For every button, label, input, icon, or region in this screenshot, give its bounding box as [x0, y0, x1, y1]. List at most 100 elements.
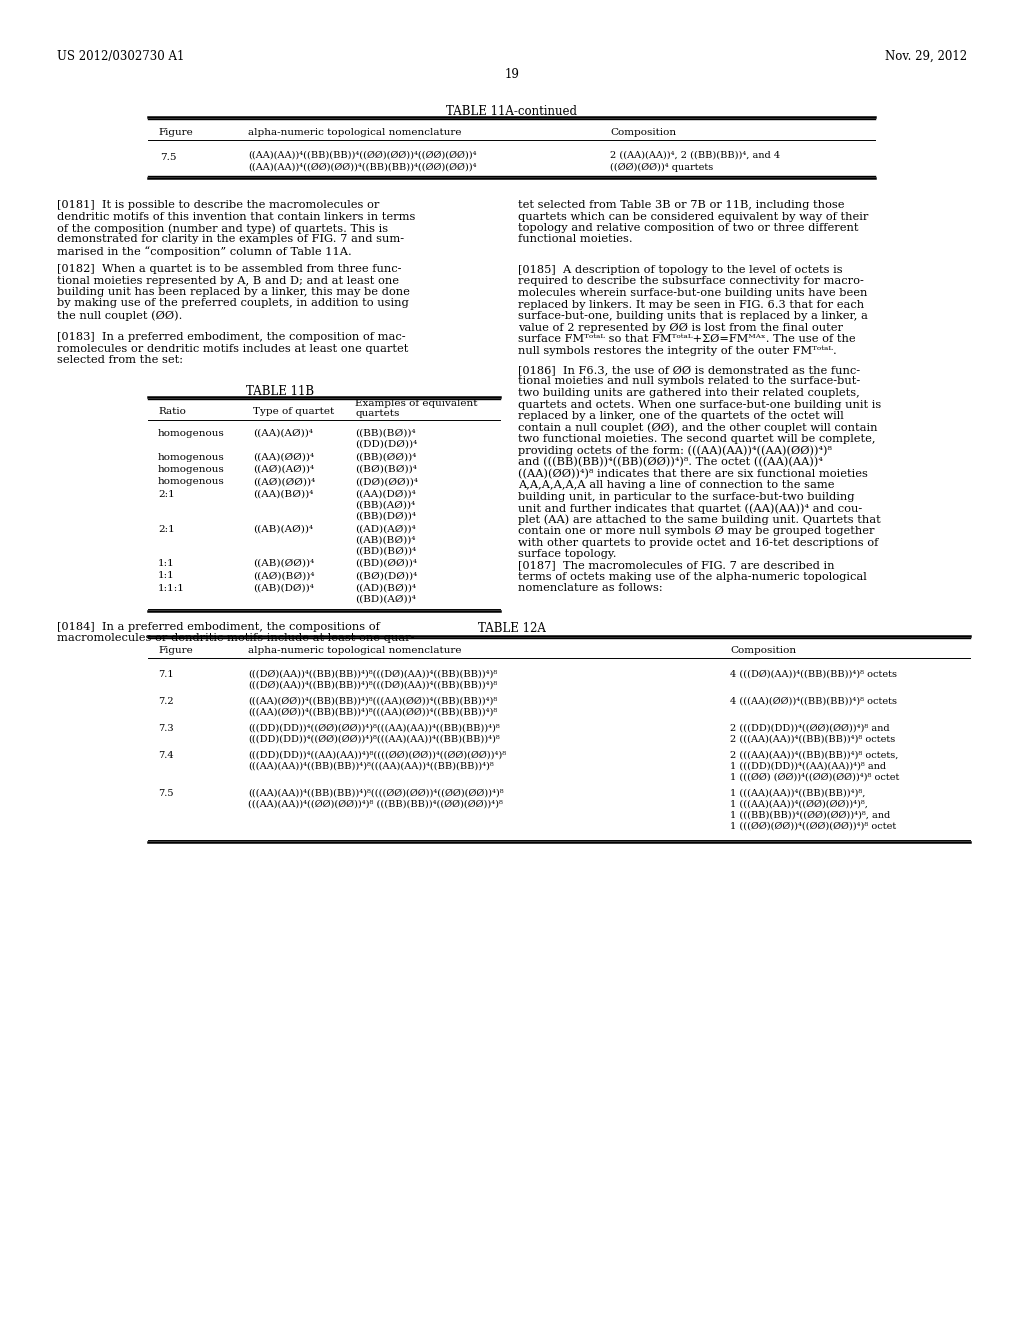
- Text: ((AA)(AA))⁴((ØØ)(ØØ))⁴((BB)(BB))⁴((ØØ)(ØØ))⁴: ((AA)(AA))⁴((ØØ)(ØØ))⁴((BB)(BB))⁴((ØØ)(Ø…: [248, 162, 476, 172]
- Text: tional moieties represented by A, B and D; and at least one: tional moieties represented by A, B and …: [57, 276, 399, 285]
- Text: ((AA)(AØ))⁴: ((AA)(AØ))⁴: [253, 429, 313, 438]
- Text: 1:1: 1:1: [158, 558, 175, 568]
- Text: 1 (((ØØ)(ØØ))⁴((ØØ)(ØØ))⁴)⁸ octet: 1 (((ØØ)(ØØ))⁴((ØØ)(ØØ))⁴)⁸ octet: [730, 822, 896, 832]
- Text: (((DD)(DD))⁴((AA)(AA))⁴)⁸((((ØØ)(ØØ))⁴((ØØ)(ØØ))⁴)⁸: (((DD)(DD))⁴((AA)(AA))⁴)⁸((((ØØ)(ØØ))⁴((…: [248, 751, 506, 760]
- Text: ((AD)(BØ))⁴: ((AD)(BØ))⁴: [355, 583, 416, 593]
- Text: molecules wherein surface-but-one building units have been: molecules wherein surface-but-one buildi…: [518, 288, 867, 298]
- Text: 2 ((AA)(AA))⁴, 2 ((BB)(BB))⁴, and 4: 2 ((AA)(AA))⁴, 2 ((BB)(BB))⁴, and 4: [610, 150, 780, 160]
- Text: 7.5: 7.5: [160, 153, 176, 162]
- Text: ((BD)(ØØ))⁴: ((BD)(ØØ))⁴: [355, 558, 417, 568]
- Text: 7.1: 7.1: [158, 671, 174, 678]
- Text: (((DD)(DD))⁴((ØØ)(ØØ))⁴)⁸(((AA)(AA))⁴((BB)(BB))⁴)⁸: (((DD)(DD))⁴((ØØ)(ØØ))⁴)⁸(((AA)(AA))⁴((B…: [248, 735, 500, 744]
- Text: ((BB)(ØØ))⁴: ((BB)(ØØ))⁴: [355, 453, 417, 462]
- Text: 2 (((AA)(AA))⁴((BB)(BB))⁴)⁸ octets,: 2 (((AA)(AA))⁴((BB)(BB))⁴)⁸ octets,: [730, 751, 898, 760]
- Text: surface FMᵀᵒᵗᵃᴸ so that FMᵀᵒᵗᵃᴸ+ΣØ=FMᴹᴬˣ. The use of the: surface FMᵀᵒᵗᵃᴸ so that FMᵀᵒᵗᵃᴸ+ΣØ=FMᴹᴬˣ…: [518, 334, 856, 345]
- Text: ((BB)(DØ))⁴: ((BB)(DØ))⁴: [355, 512, 416, 521]
- Text: 1 (((DD)(DD))⁴((AA)(AA))⁴)⁸ and: 1 (((DD)(DD))⁴((AA)(AA))⁴)⁸ and: [730, 762, 886, 771]
- Text: TABLE 12A: TABLE 12A: [478, 622, 546, 635]
- Text: ((AB)(DØ))⁴: ((AB)(DØ))⁴: [253, 583, 314, 593]
- Text: Nov. 29, 2012: Nov. 29, 2012: [885, 50, 967, 63]
- Text: US 2012/0302730 A1: US 2012/0302730 A1: [57, 50, 184, 63]
- Text: 1:1:1: 1:1:1: [158, 583, 185, 593]
- Text: ((DØ)(ØØ))⁴: ((DØ)(ØØ))⁴: [355, 478, 418, 487]
- Text: null symbols restores the integrity of the outer FMᵀᵒᵗᵃᴸ.: null symbols restores the integrity of t…: [518, 346, 837, 356]
- Text: ((AA)(BØ))⁴: ((AA)(BØ))⁴: [253, 490, 313, 499]
- Text: 2 (((AA)(AA))⁴((BB)(BB))⁴)⁸ octets: 2 (((AA)(AA))⁴((BB)(BB))⁴)⁸ octets: [730, 735, 895, 744]
- Text: [0183]  In a preferred embodiment, the composition of mac-: [0183] In a preferred embodiment, the co…: [57, 333, 406, 342]
- Text: (((AA)(AA))⁴((ØØ)(ØØ))⁴)⁸ (((BB)(BB))⁴((ØØ)(ØØ))⁴)⁸: (((AA)(AA))⁴((ØØ)(ØØ))⁴)⁸ (((BB)(BB))⁴((…: [248, 800, 503, 809]
- Text: 7.3: 7.3: [158, 723, 174, 733]
- Text: 1 (((AA)(AA))⁴((ØØ)(ØØ))⁴)⁸,: 1 (((AA)(AA))⁴((ØØ)(ØØ))⁴)⁸,: [730, 800, 868, 809]
- Text: (((DØ)(AA))⁴((BB)(BB))⁴)⁸(((DØ)(AA))⁴((BB)(BB))⁴)⁸: (((DØ)(AA))⁴((BB)(BB))⁴)⁸(((DØ)(AA))⁴((B…: [248, 681, 498, 690]
- Text: 7.5: 7.5: [158, 789, 173, 799]
- Text: surface topology.: surface topology.: [518, 549, 616, 558]
- Text: ((AØ)(ØØ))⁴: ((AØ)(ØØ))⁴: [253, 478, 315, 487]
- Text: of the composition (number and type) of quartets. This is: of the composition (number and type) of …: [57, 223, 388, 234]
- Text: Ratio: Ratio: [158, 407, 186, 416]
- Text: 4 (((DØ)(AA))⁴((BB)(BB))⁴)⁸ octets: 4 (((DØ)(AA))⁴((BB)(BB))⁴)⁸ octets: [730, 671, 897, 678]
- Text: 7.2: 7.2: [158, 697, 174, 706]
- Text: (((DØ)(AA))⁴((BB)(BB))⁴)⁸(((DØ)(AA))⁴((BB)(BB))⁴)⁸: (((DØ)(AA))⁴((BB)(BB))⁴)⁸(((DØ)(AA))⁴((B…: [248, 671, 498, 678]
- Text: 2:1: 2:1: [158, 490, 175, 499]
- Text: ((AA)(ØØ))⁴)⁸ indicates that there are six functional moieties: ((AA)(ØØ))⁴)⁸ indicates that there are s…: [518, 469, 868, 479]
- Text: selected from the set:: selected from the set:: [57, 355, 183, 366]
- Text: Figure: Figure: [158, 645, 193, 655]
- Text: ((BØ)(DØ))⁴: ((BØ)(DØ))⁴: [355, 572, 417, 581]
- Text: homogenous: homogenous: [158, 478, 224, 487]
- Text: building unit has been replaced by a linker, this may be done: building unit has been replaced by a lin…: [57, 286, 410, 297]
- Text: ((AB)(ØØ))⁴: ((AB)(ØØ))⁴: [253, 558, 314, 568]
- Text: [0181]  It is possible to describe the macromolecules or: [0181] It is possible to describe the ma…: [57, 201, 379, 210]
- Text: (((DD)(DD))⁴((ØØ)(ØØ))⁴)⁸(((AA)(AA))⁴((BB)(BB))⁴)⁸: (((DD)(DD))⁴((ØØ)(ØØ))⁴)⁸(((AA)(AA))⁴((B…: [248, 723, 500, 733]
- Text: TABLE 11B: TABLE 11B: [246, 385, 314, 399]
- Text: (((AA)(AA))⁴((BB)(BB))⁴)⁸(((AA)(AA))⁴((BB)(BB))⁴)⁸: (((AA)(AA))⁴((BB)(BB))⁴)⁸(((AA)(AA))⁴((B…: [248, 762, 494, 771]
- Text: ((BB)(AØ))⁴: ((BB)(AØ))⁴: [355, 502, 416, 510]
- Text: ((DD)(DØ))⁴: ((DD)(DØ))⁴: [355, 440, 417, 449]
- Text: with other quartets to provide octet and 16-tet descriptions of: with other quartets to provide octet and…: [518, 537, 879, 548]
- Text: 2:1: 2:1: [158, 524, 175, 533]
- Text: 1 (((AA)(AA))⁴((BB)(BB))⁴)⁸,: 1 (((AA)(AA))⁴((BB)(BB))⁴)⁸,: [730, 789, 865, 799]
- Text: ((AØ)(BØ))⁴: ((AØ)(BØ))⁴: [253, 572, 314, 581]
- Text: (((AA)(ØØ))⁴((BB)(BB))⁴)⁸(((AA)(ØØ))⁴((BB)(BB))⁴)⁸: (((AA)(ØØ))⁴((BB)(BB))⁴)⁸(((AA)(ØØ))⁴((B…: [248, 708, 498, 717]
- Text: the null couplet (ØØ).: the null couplet (ØØ).: [57, 310, 182, 321]
- Text: romolecules or dendritic motifs includes at least one quartet: romolecules or dendritic motifs includes…: [57, 343, 409, 354]
- Text: unit and further indicates that quartet ((AA)(AA))⁴ and cou-: unit and further indicates that quartet …: [518, 503, 862, 513]
- Text: ((AB)(BØ))⁴: ((AB)(BØ))⁴: [355, 536, 416, 544]
- Text: Type of quartet: Type of quartet: [253, 407, 334, 416]
- Text: dendritic motifs of this invention that contain linkers in terms: dendritic motifs of this invention that …: [57, 211, 416, 222]
- Text: value of 2 represented by ØØ is lost from the final outer: value of 2 represented by ØØ is lost fro…: [518, 322, 843, 333]
- Text: homogenous: homogenous: [158, 429, 224, 438]
- Text: terms of octets making use of the alpha-numeric topological: terms of octets making use of the alpha-…: [518, 572, 866, 582]
- Text: functional moieties.: functional moieties.: [518, 235, 633, 244]
- Text: ((AD)(AØ))⁴: ((AD)(AØ))⁴: [355, 524, 416, 533]
- Text: demonstrated for clarity in the examples of FIG. 7 and sum-: demonstrated for clarity in the examples…: [57, 235, 404, 244]
- Text: ((BB)(BØ))⁴: ((BB)(BØ))⁴: [355, 429, 416, 438]
- Text: ((BD)(BØ))⁴: ((BD)(BØ))⁴: [355, 546, 416, 556]
- Text: and (((BB)(BB))⁴((BB)(ØØ))⁴)⁸. The octet (((AA)(AA))⁴: and (((BB)(BB))⁴((BB)(ØØ))⁴)⁸. The octet…: [518, 457, 823, 467]
- Text: [0186]  In F6.3, the use of ØØ is demonstrated as the func-: [0186] In F6.3, the use of ØØ is demonst…: [518, 366, 860, 375]
- Text: ((AA)(ØØ))⁴: ((AA)(ØØ))⁴: [253, 453, 314, 462]
- Text: ((AA)(DØ))⁴: ((AA)(DØ))⁴: [355, 490, 416, 499]
- Text: by making use of the preferred couplets, in addition to using: by making use of the preferred couplets,…: [57, 298, 409, 309]
- Text: 7.4: 7.4: [158, 751, 174, 760]
- Text: ((ØØ)(ØØ))⁴ quartets: ((ØØ)(ØØ))⁴ quartets: [610, 162, 714, 172]
- Text: plet (AA) are attached to the same building unit. Quartets that: plet (AA) are attached to the same build…: [518, 515, 881, 525]
- Text: macromolecules or dendritic motifs include at least one quar-: macromolecules or dendritic motifs inclu…: [57, 634, 415, 643]
- Text: tional moieties and null symbols related to the surface-but-: tional moieties and null symbols related…: [518, 376, 860, 387]
- Text: TABLE 11A-continued: TABLE 11A-continued: [446, 106, 578, 117]
- Text: two building units are gathered into their related couplets,: two building units are gathered into the…: [518, 388, 860, 399]
- Text: ((AA)(AA))⁴((BB)(BB))⁴((ØØ)(ØØ))⁴((ØØ)(ØØ))⁴: ((AA)(AA))⁴((BB)(BB))⁴((ØØ)(ØØ))⁴((ØØ)(Ø…: [248, 150, 476, 160]
- Text: required to describe the subsurface connectivity for macro-: required to describe the subsurface conn…: [518, 276, 864, 286]
- Text: 1 (((BB)(BB))⁴((ØØ)(ØØ))⁴)⁸, and: 1 (((BB)(BB))⁴((ØØ)(ØØ))⁴)⁸, and: [730, 810, 890, 820]
- Text: quartets which can be considered equivalent by way of their: quartets which can be considered equival…: [518, 211, 868, 222]
- Text: [0187]  The macromolecules of FIG. 7 are described in: [0187] The macromolecules of FIG. 7 are …: [518, 560, 835, 570]
- Text: Examples of equivalent: Examples of equivalent: [355, 399, 477, 408]
- Text: (((AA)(AA))⁴((BB)(BB))⁴)⁸((((ØØ)(ØØ))⁴((ØØ)(ØØ))⁴)⁸: (((AA)(AA))⁴((BB)(BB))⁴)⁸((((ØØ)(ØØ))⁴((…: [248, 789, 504, 799]
- Text: 1:1: 1:1: [158, 572, 175, 581]
- Text: providing octets of the form: (((AA)(AA))⁴((AA)(ØØ))⁴)⁸: providing octets of the form: (((AA)(AA)…: [518, 446, 831, 457]
- Text: tet selected from Table 3B or 7B or 11B, including those: tet selected from Table 3B or 7B or 11B,…: [518, 201, 845, 210]
- Text: (((AA)(ØØ))⁴((BB)(BB))⁴)⁸(((AA)(ØØ))⁴((BB)(BB))⁴)⁸: (((AA)(ØØ))⁴((BB)(BB))⁴)⁸(((AA)(ØØ))⁴((B…: [248, 697, 498, 706]
- Text: quartets: quartets: [355, 409, 399, 418]
- Text: Composition: Composition: [610, 128, 676, 137]
- Text: ((AB)(AØ))⁴: ((AB)(AØ))⁴: [253, 524, 313, 533]
- Text: [0182]  When a quartet is to be assembled from three func-: [0182] When a quartet is to be assembled…: [57, 264, 401, 275]
